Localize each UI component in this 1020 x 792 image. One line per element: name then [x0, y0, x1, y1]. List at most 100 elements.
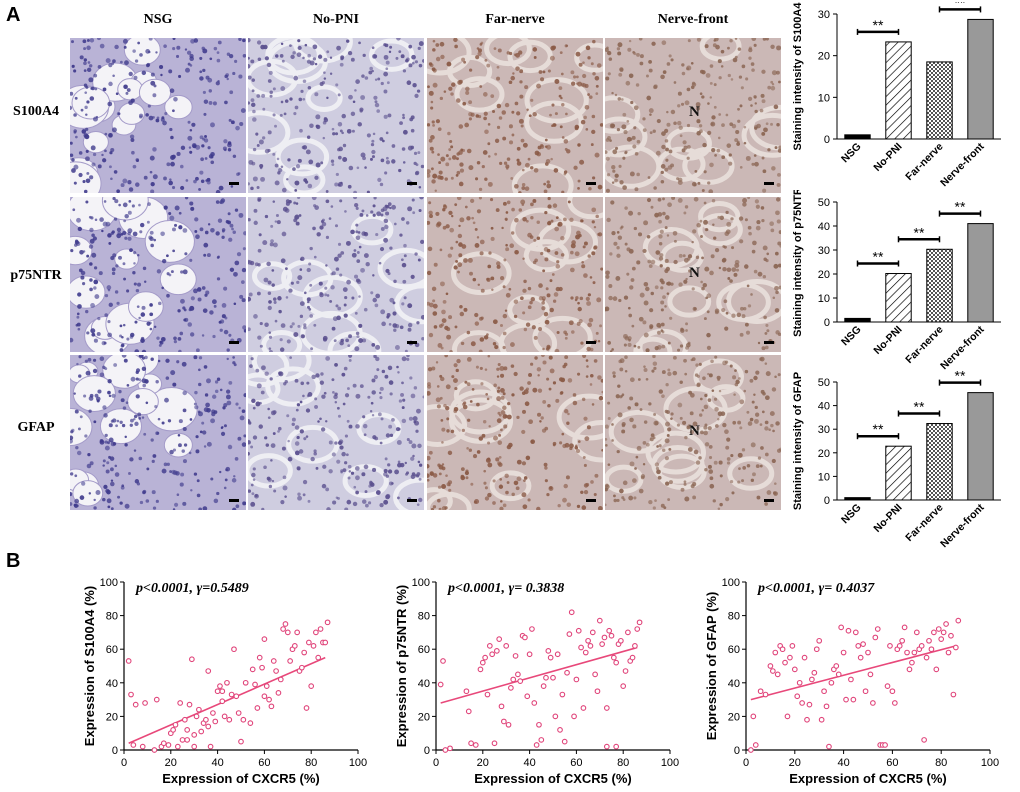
data-point — [263, 683, 270, 690]
data-point — [933, 666, 940, 673]
column-header-nerve-front: Nerve-front — [657, 12, 729, 27]
x-tick-label: 20 — [165, 757, 177, 769]
stats-label: p<0.0001, γ= 0.3838 — [447, 581, 564, 596]
y-tick-label: 20 — [418, 711, 430, 723]
data-point — [818, 716, 825, 723]
y-tick-label: 60 — [728, 644, 740, 656]
data-point — [165, 742, 172, 748]
significance-label: ** — [873, 421, 884, 437]
y-tick-label: 20 — [818, 51, 830, 63]
category-label: No-PNI — [871, 502, 904, 535]
micrograph-s100a4-no-pni — [248, 38, 424, 193]
data-point — [252, 681, 258, 688]
micrograph-p75ntr-nsg — [70, 197, 246, 352]
data-point — [748, 747, 754, 753]
data-point — [561, 738, 568, 745]
data-point — [298, 664, 305, 671]
micrograph-p75ntr-far-nerve — [427, 197, 603, 352]
data-point — [872, 634, 879, 641]
data-point — [928, 646, 935, 653]
data-point — [843, 696, 849, 703]
x-tick-label: 60 — [258, 757, 270, 769]
y-tick-label: 60 — [418, 644, 430, 656]
significance-label: ** — [955, 199, 966, 215]
data-point — [306, 639, 312, 646]
data-point — [125, 658, 132, 664]
x-axis-label: Expression of CXCR5 (%) — [162, 771, 319, 786]
data-point — [923, 654, 930, 661]
column-header-far-nerve: Far-nerve — [485, 12, 545, 27]
y-tick-label: 60 — [106, 644, 118, 656]
data-point — [484, 691, 491, 698]
data-point — [240, 716, 247, 723]
data-point — [198, 728, 205, 735]
x-tick-label: 100 — [661, 757, 679, 769]
data-point — [128, 691, 134, 698]
data-point — [909, 659, 915, 666]
y-tick-label: 100 — [100, 577, 118, 589]
data-point — [601, 634, 608, 641]
scale-bar — [764, 341, 774, 344]
scale-bar — [407, 182, 417, 185]
data-point — [491, 740, 498, 747]
micrograph-p75ntr-nerve-front: N — [605, 197, 781, 352]
data-point — [287, 658, 293, 664]
data-point — [559, 691, 566, 698]
data-point — [538, 737, 545, 743]
data-point — [231, 646, 237, 653]
data-point — [862, 688, 869, 695]
bar — [967, 223, 994, 323]
data-point — [794, 693, 801, 700]
data-point — [554, 651, 561, 658]
data-point — [594, 688, 601, 695]
y-tick-label: 10 — [818, 293, 830, 305]
data-point — [505, 721, 512, 728]
data-point — [865, 649, 871, 656]
nerve-marker: N — [689, 104, 700, 120]
y-tick-label: 20 — [106, 711, 118, 723]
x-tick-label: 0 — [433, 757, 439, 769]
bar-chart-p75ntr: 0 10 20 30 40 50 Staining intensity of p75NTR N… — [792, 190, 1001, 370]
data-point — [945, 649, 952, 656]
data-point — [899, 637, 906, 644]
y-tick-label: 0 — [824, 495, 830, 507]
scale-bar — [764, 499, 774, 502]
data-point — [926, 637, 932, 644]
data-point — [750, 713, 757, 720]
data-point — [440, 658, 446, 664]
data-point — [813, 646, 820, 653]
y-axis-label: Staining intensity of S100A4 — [792, 2, 804, 150]
bar — [926, 423, 953, 501]
micrograph-s100a4-far-nerve — [427, 38, 603, 193]
data-point — [219, 688, 226, 695]
data-point — [882, 742, 888, 748]
y-tick-label: 0 — [824, 317, 830, 329]
data-point — [796, 679, 803, 686]
y-tick-label: 40 — [418, 678, 430, 690]
data-point — [529, 626, 535, 632]
data-point — [550, 674, 556, 681]
data-point — [463, 688, 470, 695]
y-tick-label: 100 — [722, 577, 740, 589]
data-point — [884, 683, 891, 690]
data-point — [254, 705, 261, 711]
data-point — [496, 636, 503, 642]
x-tick-label: 20 — [477, 757, 489, 769]
data-point — [613, 659, 620, 666]
data-point — [153, 696, 160, 703]
data-point — [228, 691, 235, 698]
row-label-s100a4: S100A4 — [13, 104, 59, 119]
regression-line — [128, 656, 326, 745]
bar — [885, 41, 912, 140]
data-point — [779, 646, 786, 653]
micrograph-p75ntr-no-pni — [248, 197, 424, 352]
data-point — [935, 626, 942, 632]
data-point — [493, 648, 500, 654]
significance-label: ** — [873, 17, 884, 33]
scale-bar — [407, 499, 417, 502]
data-point — [904, 649, 910, 656]
data-point — [809, 676, 815, 683]
data-point — [931, 629, 937, 636]
micrograph-s100a4-nerve-front: N — [605, 38, 781, 193]
data-point — [242, 679, 249, 686]
